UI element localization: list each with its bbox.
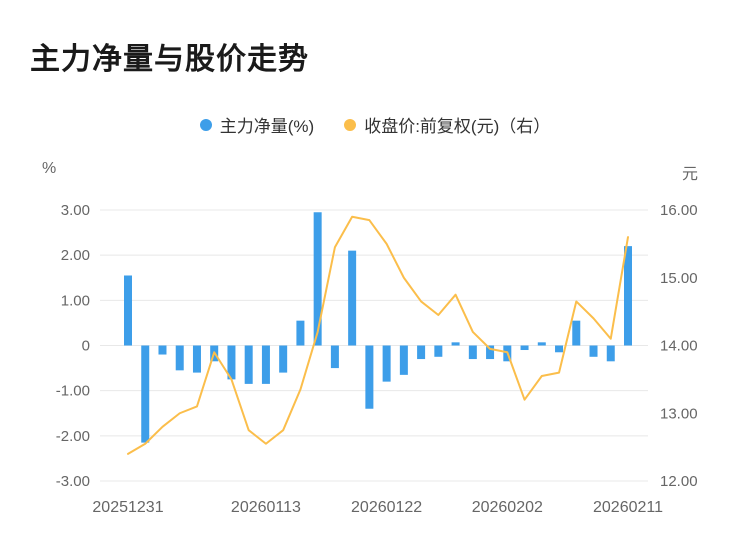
bar-main-net-volume	[589, 345, 598, 357]
bar-main-net-volume	[227, 345, 236, 380]
legend-item-close-price: 收盘价:前复权(元)（右）	[344, 112, 550, 137]
legend-dot-bar-icon	[199, 118, 212, 131]
bar-main-net-volume	[468, 345, 477, 360]
x-axis-tick: 20260122	[351, 499, 422, 516]
left-axis-unit: %	[42, 160, 57, 177]
right-axis-tick: 12.00	[660, 473, 698, 490]
bar-main-net-volume	[330, 345, 339, 369]
right-axis-unit: 元	[681, 166, 698, 183]
bar-main-net-volume	[296, 320, 305, 346]
left-axis-tick: 1.00	[61, 292, 90, 309]
legend-item-main-net-volume: 主力净量(%)	[199, 112, 315, 137]
bar-main-net-volume	[520, 345, 529, 351]
left-axis-tick: -2.00	[56, 428, 90, 445]
bar-main-net-volume	[348, 250, 357, 346]
left-axis-tick: -1.00	[56, 383, 90, 400]
bar-main-net-volume	[261, 345, 270, 384]
bar-main-net-volume	[486, 345, 495, 360]
legend: 主力净量(%) 收盘价:前复权(元)（右）	[0, 112, 750, 137]
chart-title: 主力净量与股价走势	[30, 43, 309, 76]
right-axis-tick: 13.00	[660, 405, 698, 422]
price-line	[127, 215, 629, 455]
legend-label-close-price: 收盘价:前复权(元)（右）	[364, 117, 551, 136]
right-axis-tick: 15.00	[660, 270, 698, 287]
x-axis-tick: 20260211	[593, 499, 663, 516]
left-axis-tick: 2.00	[61, 247, 90, 264]
legend-label-main-net-volume: 主力净量(%)	[219, 117, 315, 136]
x-axis-tick: 20260202	[472, 499, 543, 516]
x-axis-tick: 20260113	[231, 499, 301, 516]
left-axis-tick: 3.00	[61, 202, 90, 219]
bar-main-net-volume	[192, 345, 201, 373]
bar-main-net-volume	[451, 342, 460, 346]
bar-main-net-volume	[434, 345, 443, 357]
left-axis-tick: -3.00	[56, 473, 90, 490]
bar-main-net-volume	[158, 345, 167, 355]
bar-main-net-volume	[175, 345, 184, 371]
bar-main-net-volume	[537, 342, 546, 346]
bar-main-net-volume	[244, 345, 253, 384]
bar-main-net-volume	[624, 246, 632, 346]
legend-dot-line-icon	[344, 118, 357, 131]
bar-main-net-volume	[141, 345, 150, 443]
bar-main-net-volume	[279, 345, 288, 373]
bar-main-net-volume	[313, 212, 322, 346]
bar-main-net-volume	[417, 345, 426, 360]
x-axis-tick: 20251231	[92, 499, 163, 516]
bar-main-net-volume	[606, 345, 615, 362]
left-axis-tick: 0	[82, 338, 90, 355]
bar-main-net-volume	[365, 345, 374, 409]
right-axis-tick: 16.00	[660, 202, 698, 219]
bar-main-net-volume	[399, 345, 408, 375]
bar-main-net-volume	[555, 345, 564, 353]
bar-main-net-volume	[572, 320, 581, 346]
bar-main-net-volume	[382, 345, 391, 382]
bar-main-net-volume	[124, 275, 132, 346]
right-axis-tick: 14.00	[660, 338, 698, 355]
